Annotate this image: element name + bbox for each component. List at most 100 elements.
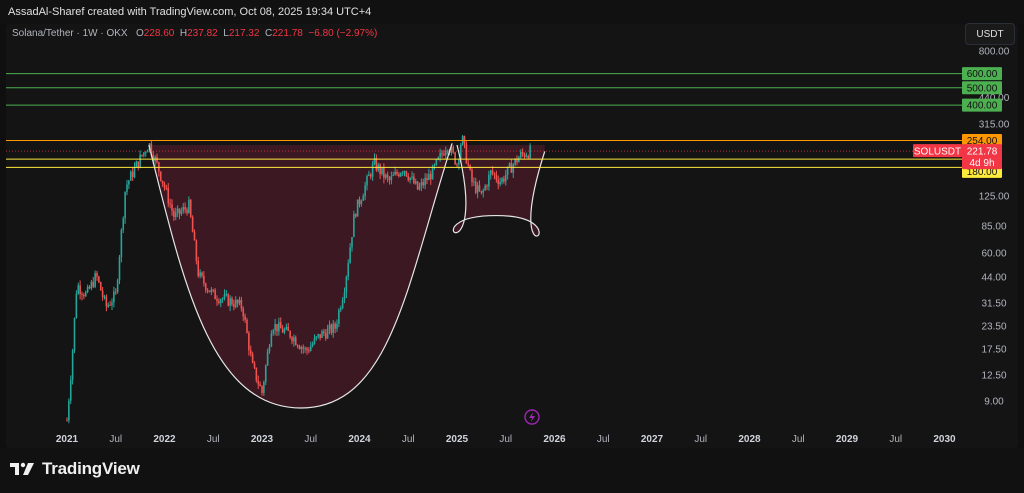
candle-body xyxy=(173,210,175,218)
candle-body xyxy=(398,173,400,177)
candle-body xyxy=(527,155,530,159)
candle-body xyxy=(491,170,494,174)
candle-body xyxy=(291,337,293,342)
x-axis-tick: Jul xyxy=(694,434,707,445)
candle-body xyxy=(186,209,188,214)
candle-body xyxy=(167,187,170,204)
candle-body xyxy=(441,153,443,155)
candle-body xyxy=(174,212,177,218)
price-chart[interactable]: 800.00440.00315.00125.0085.0060.0044.003… xyxy=(6,24,1018,448)
y-axis-tick: 44.00 xyxy=(981,273,1006,284)
x-axis-tick: 2029 xyxy=(836,434,859,445)
close-label: C xyxy=(265,28,273,39)
candle-body xyxy=(141,154,143,156)
candle-body xyxy=(309,346,312,351)
level-tag-400.00[interactable] xyxy=(962,98,1002,112)
candle-body xyxy=(390,175,393,181)
candle-body xyxy=(296,345,299,347)
candle-body xyxy=(411,176,413,178)
candle-body xyxy=(133,166,136,178)
cup-outline-large xyxy=(148,143,453,409)
candle-body xyxy=(137,161,140,168)
candle-body xyxy=(437,157,440,160)
candle-body xyxy=(229,298,231,306)
level-tag-600.00[interactable] xyxy=(962,67,1002,81)
candle-body xyxy=(210,289,213,293)
candle-body xyxy=(88,286,91,289)
candle-body xyxy=(201,272,203,276)
level-tag-254.00[interactable] xyxy=(962,134,1002,148)
x-axis-tick: 2027 xyxy=(641,434,664,445)
tradingview-logo[interactable]: TradingView xyxy=(10,459,140,479)
x-axis-tick: 2026 xyxy=(543,434,566,445)
candle-body xyxy=(114,291,117,293)
candle-body xyxy=(431,166,434,180)
candle-body xyxy=(409,177,411,181)
candle-body xyxy=(180,210,183,214)
candle-body xyxy=(298,346,301,350)
candle-body xyxy=(261,386,263,394)
candle-body xyxy=(381,167,383,174)
candle-body xyxy=(212,289,215,291)
candle-body xyxy=(128,180,130,185)
candle-body xyxy=(529,145,531,159)
candle-body xyxy=(122,218,125,230)
candle-body xyxy=(428,173,430,181)
last-price-tag[interactable] xyxy=(962,144,1002,170)
x-axis-tick: 2025 xyxy=(446,434,469,445)
candle-body xyxy=(444,150,447,156)
open-value: 228.60 xyxy=(143,28,175,39)
level-tag-text: 180.00 xyxy=(967,167,998,178)
candle-body xyxy=(474,181,477,193)
candle-body xyxy=(107,304,110,307)
x-axis-tick: 2030 xyxy=(933,434,956,445)
candle-body xyxy=(459,145,462,160)
open-label: O xyxy=(135,28,144,39)
x-axis-tick: Jul xyxy=(109,434,122,445)
x-axis-tick: 2022 xyxy=(153,434,176,445)
candle-body xyxy=(373,158,376,164)
chart-pane[interactable]: 800.00440.00315.00125.0085.0060.0044.003… xyxy=(6,24,1018,448)
candle-body xyxy=(152,154,155,162)
candle-body xyxy=(219,299,222,304)
candle-body xyxy=(369,174,372,177)
candle-body xyxy=(178,208,181,214)
y-axis-tick: 12.50 xyxy=(981,371,1006,382)
candle-body xyxy=(489,170,492,175)
candle-body xyxy=(313,338,316,344)
y-axis-tick: 125.00 xyxy=(979,191,1010,202)
level-tag-text: 254.00 xyxy=(967,136,998,147)
candle-body xyxy=(493,173,496,175)
candle-body xyxy=(424,177,426,186)
candle-body xyxy=(126,184,128,192)
candle-body xyxy=(287,326,290,331)
candle-body xyxy=(351,237,353,248)
candle-body xyxy=(171,204,173,211)
high-value: 237.82 xyxy=(187,28,218,39)
candle-body xyxy=(302,347,305,349)
candle-body xyxy=(523,153,526,157)
candle-body xyxy=(368,174,370,177)
candle-body xyxy=(519,151,522,158)
level-tag-text: 600.00 xyxy=(967,69,998,80)
symbol-tag[interactable] xyxy=(913,144,962,158)
candle-body xyxy=(221,298,224,300)
event-marker-icon[interactable] xyxy=(524,409,540,425)
candle-body xyxy=(253,362,256,368)
candle-body xyxy=(360,200,363,205)
candle-body xyxy=(248,333,250,351)
candle-body xyxy=(234,299,237,307)
symbol-name[interactable]: Solana/Tether · 1W · OKX xyxy=(12,28,128,39)
currency-button[interactable]: USDT xyxy=(965,23,1015,45)
candle-body xyxy=(246,319,248,334)
candle-body xyxy=(349,247,351,264)
candle-body xyxy=(317,334,320,337)
candle-body xyxy=(169,203,171,205)
candle-body xyxy=(182,207,185,211)
x-axis-tick: Jul xyxy=(499,434,512,445)
candle-body xyxy=(422,182,425,186)
candle-body xyxy=(131,171,134,178)
level-tag-500.00[interactable] xyxy=(962,81,1002,95)
x-axis-tick: Jul xyxy=(597,434,610,445)
x-axis-tick: Jul xyxy=(207,434,220,445)
